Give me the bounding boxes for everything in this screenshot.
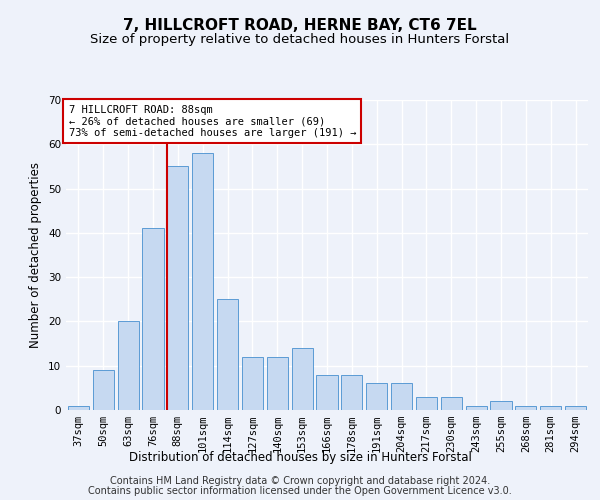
- Bar: [217, 300, 238, 410]
- Bar: [93, 370, 114, 410]
- Bar: [118, 322, 139, 410]
- Text: Size of property relative to detached houses in Hunters Forstal: Size of property relative to detached ho…: [91, 32, 509, 46]
- Bar: [242, 357, 263, 410]
- Bar: [267, 357, 288, 410]
- Bar: [565, 406, 586, 410]
- Bar: [540, 406, 561, 410]
- Text: Distribution of detached houses by size in Hunters Forstal: Distribution of detached houses by size …: [128, 451, 472, 464]
- Text: 7 HILLCROFT ROAD: 88sqm
← 26% of detached houses are smaller (69)
73% of semi-de: 7 HILLCROFT ROAD: 88sqm ← 26% of detache…: [68, 104, 356, 138]
- Bar: [192, 153, 213, 410]
- Y-axis label: Number of detached properties: Number of detached properties: [29, 162, 43, 348]
- Text: 7, HILLCROFT ROAD, HERNE BAY, CT6 7EL: 7, HILLCROFT ROAD, HERNE BAY, CT6 7EL: [123, 18, 477, 32]
- Bar: [490, 401, 512, 410]
- Bar: [416, 396, 437, 410]
- Bar: [341, 374, 362, 410]
- Bar: [316, 374, 338, 410]
- Bar: [292, 348, 313, 410]
- Text: Contains HM Land Registry data © Crown copyright and database right 2024.: Contains HM Land Registry data © Crown c…: [110, 476, 490, 486]
- Bar: [68, 406, 89, 410]
- Bar: [167, 166, 188, 410]
- Text: Contains public sector information licensed under the Open Government Licence v3: Contains public sector information licen…: [88, 486, 512, 496]
- Bar: [466, 406, 487, 410]
- Bar: [391, 384, 412, 410]
- Bar: [515, 406, 536, 410]
- Bar: [142, 228, 164, 410]
- Bar: [441, 396, 462, 410]
- Bar: [366, 384, 387, 410]
